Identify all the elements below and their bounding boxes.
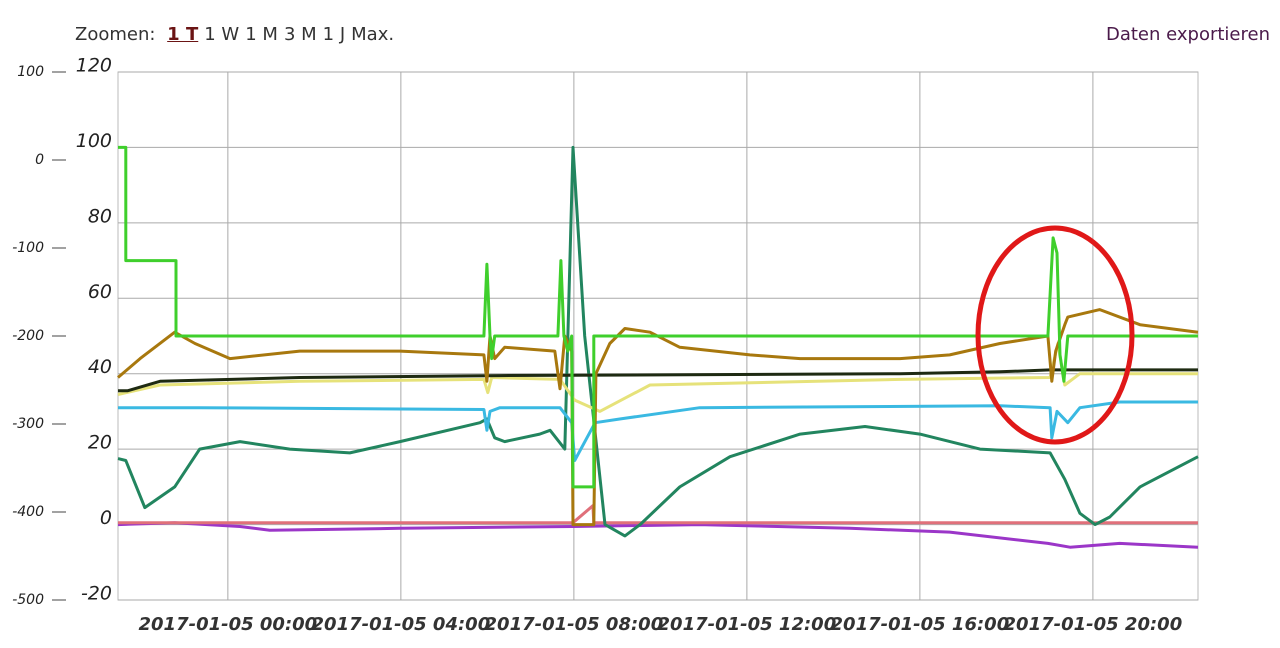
- zoom-option[interactable]: 3 M: [283, 24, 317, 45]
- x-tick-label: 2017-01-05 12:00: [658, 614, 837, 635]
- y2-tick-label: -200: [12, 328, 44, 344]
- series-line: [118, 368, 1198, 393]
- y-tick-label: 0: [100, 507, 112, 529]
- x-tick-label: 2017-01-05 00:00: [139, 614, 318, 635]
- zoom-option[interactable]: 1 M: [245, 24, 278, 45]
- series-line: [117, 145, 1199, 538]
- y2-tick-label: -300: [12, 416, 44, 432]
- y-tick-label: 100: [76, 130, 112, 152]
- y2-tick-label: -400: [12, 504, 44, 520]
- zoom-option[interactable]: 1 T: [167, 24, 199, 45]
- export-link[interactable]: Daten exportieren: [1105, 24, 1270, 45]
- x-tick-label: 2017-01-05 16:00: [831, 614, 1010, 635]
- series-line: [117, 308, 1199, 527]
- y2-tick-label: -500: [12, 592, 44, 608]
- y2-tick-label: 0: [35, 152, 44, 168]
- y-tick-label: 60: [88, 281, 112, 303]
- series-line: [118, 400, 1198, 462]
- y2-tick-label: 100: [17, 64, 44, 80]
- zoom-option[interactable]: 1 J: [322, 24, 346, 45]
- series-line: [117, 521, 1199, 549]
- zoom-option[interactable]: Max.: [351, 24, 395, 45]
- x-tick-label: 2017-01-05 20:00: [1004, 614, 1183, 635]
- series-line: [118, 145, 1198, 489]
- y-tick-label: 40: [88, 356, 112, 378]
- y2-tick-label: -100: [12, 240, 44, 256]
- zoom-label: Zoomen:: [75, 24, 156, 45]
- x-tick-label: 2017-01-05 08:00: [485, 614, 664, 635]
- highlight-ellipse: [975, 225, 1135, 445]
- y-tick-label: -20: [81, 583, 112, 605]
- y-tick-label: 20: [88, 432, 112, 454]
- zoom-option[interactable]: 1 W: [204, 24, 240, 45]
- y-tick-label: 80: [88, 205, 112, 227]
- y-tick-label: 120: [76, 55, 112, 77]
- x-tick-label: 2017-01-05 04:00: [312, 614, 491, 635]
